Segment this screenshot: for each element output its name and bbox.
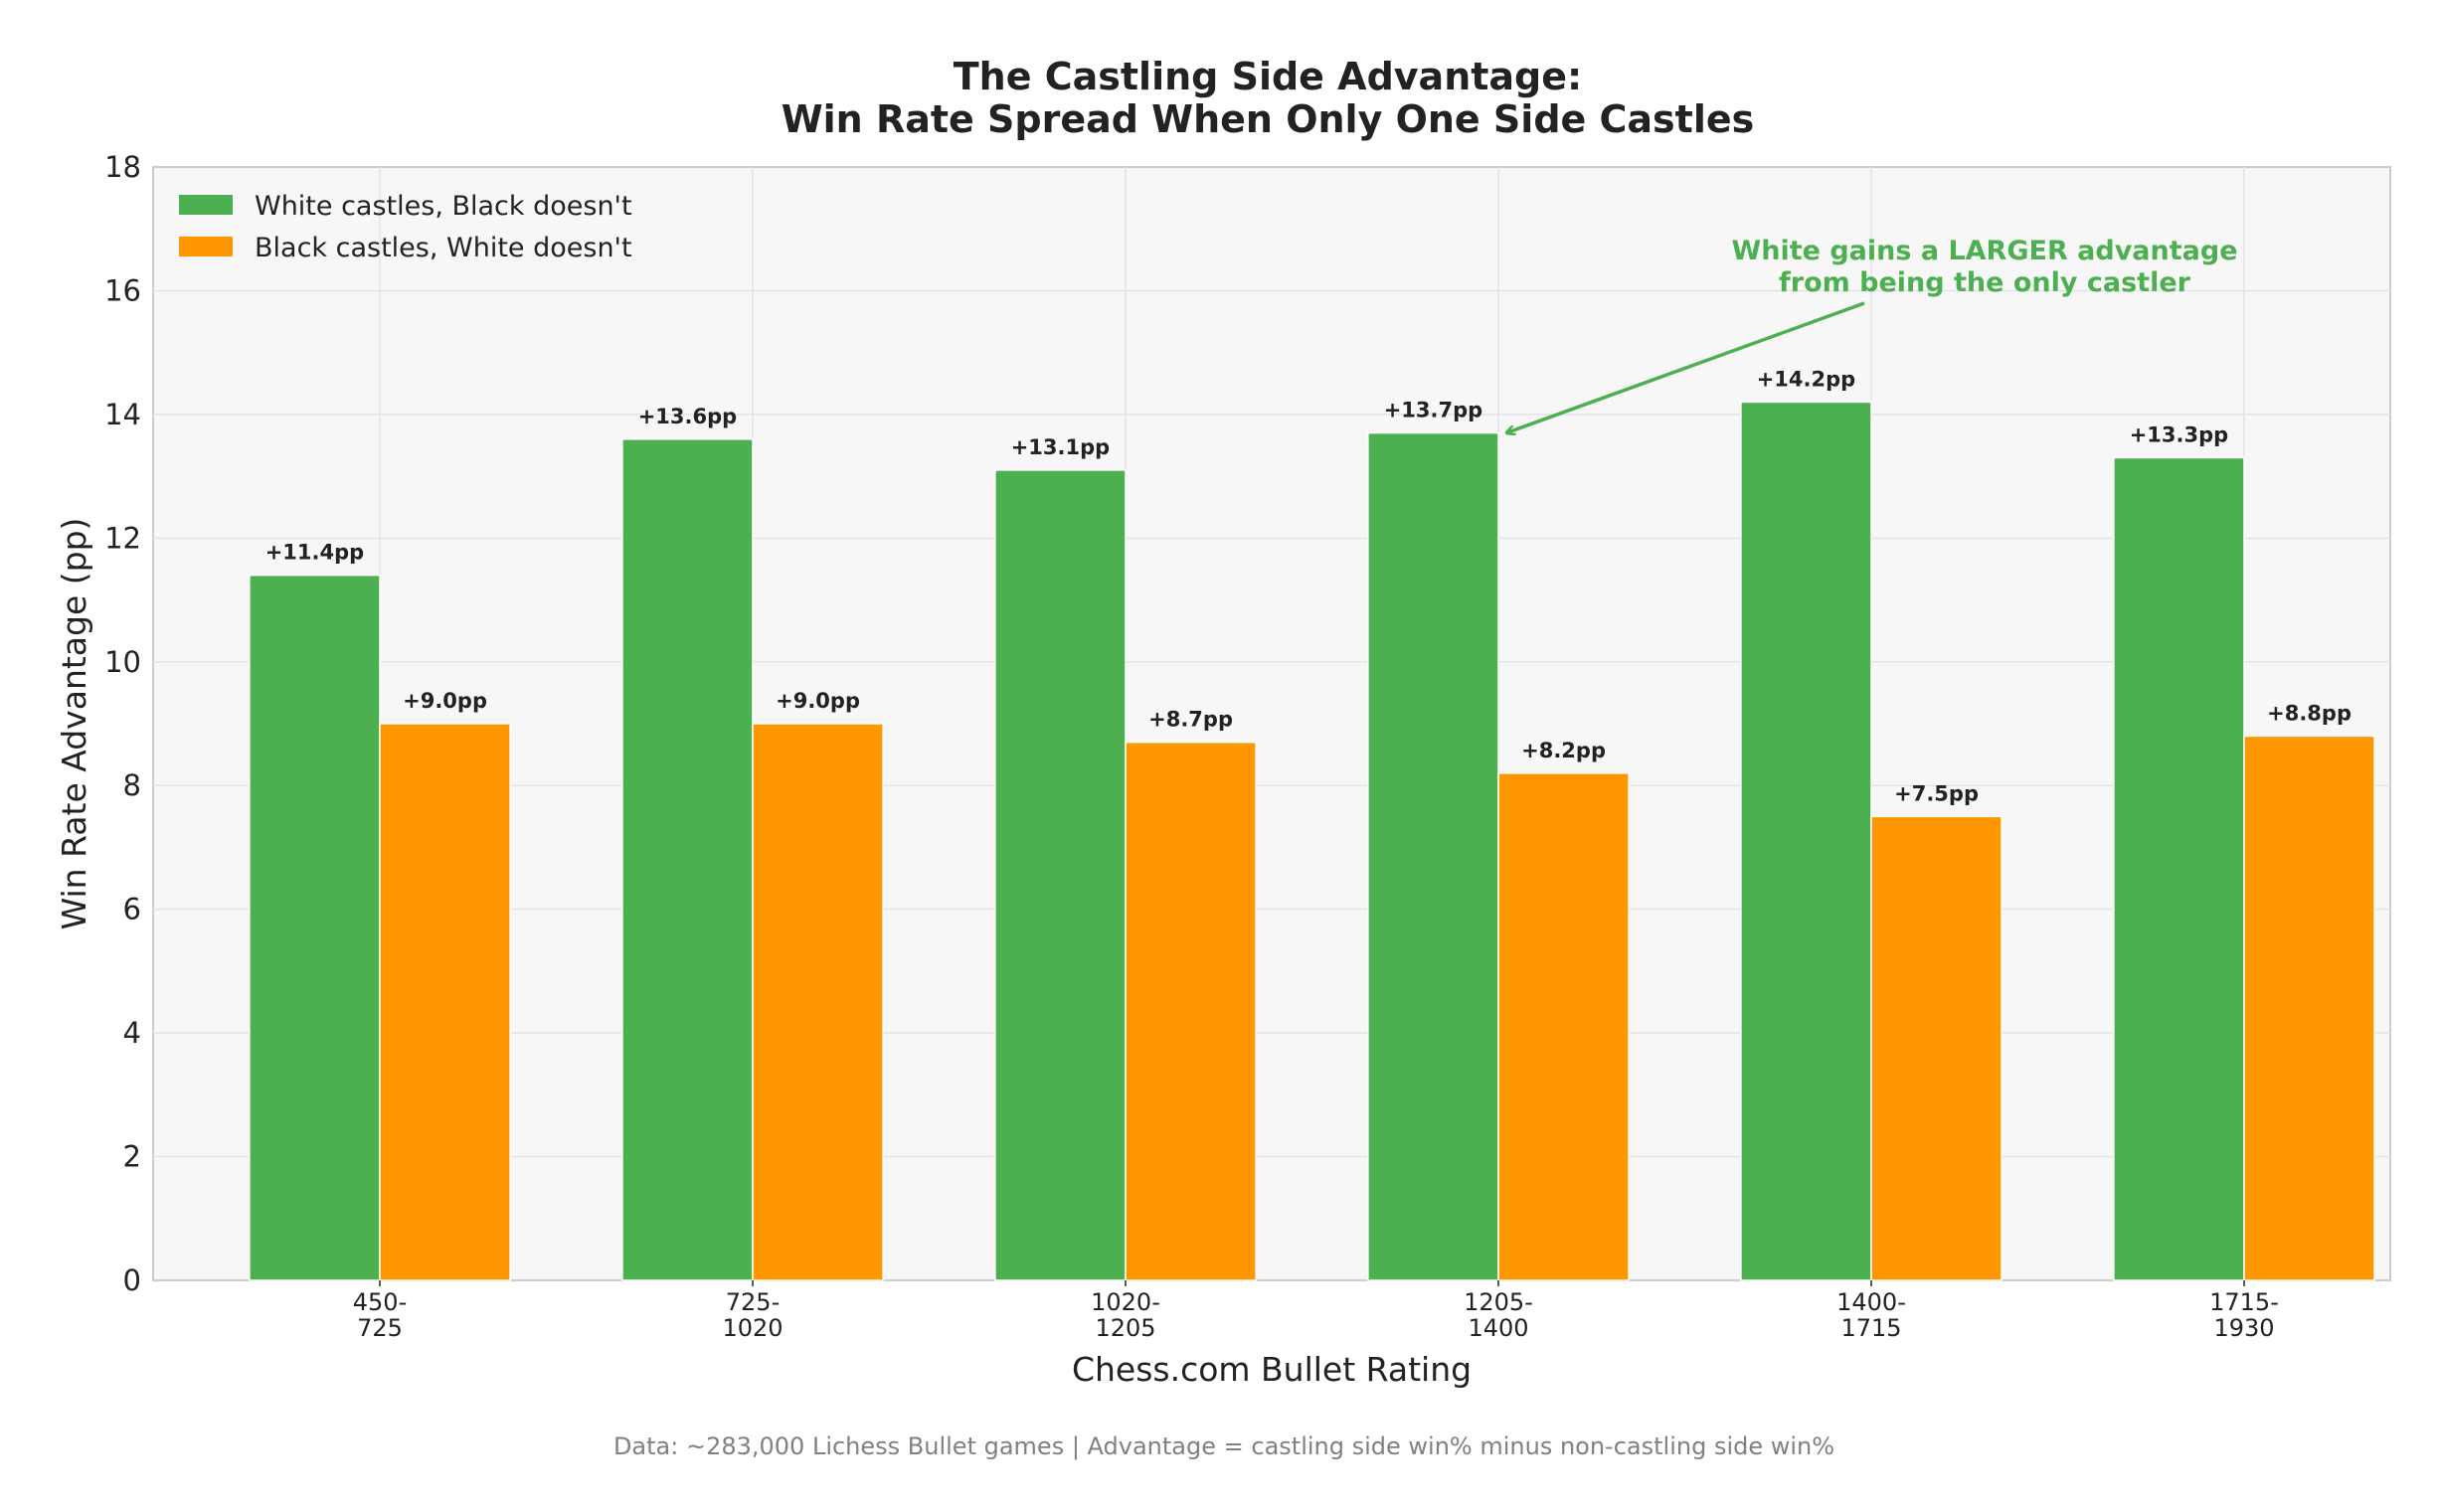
legend-swatch-white-castles xyxy=(179,195,233,215)
bars xyxy=(249,401,2375,1281)
legend: White castles, Black doesn't Black castl… xyxy=(179,191,632,263)
x-tick-label: 1400- xyxy=(1836,1288,1906,1316)
x-tick-label: 1020- xyxy=(1091,1288,1160,1316)
annotation-line-2: from being the only castler xyxy=(1779,267,2191,298)
bar-white-castles xyxy=(994,469,1127,1281)
y-tick-label: 2 xyxy=(123,1140,141,1174)
y-tick-label: 16 xyxy=(104,273,141,307)
bar-white-castles xyxy=(2113,456,2245,1281)
y-tick-label: 12 xyxy=(104,521,141,555)
bar-black-castles xyxy=(1125,741,1257,1281)
bar-white-castles xyxy=(621,438,754,1281)
legend-label-black-castles: Black castles, White doesn't xyxy=(255,233,632,263)
x-tick-label: 450- xyxy=(353,1288,407,1316)
legend-label-white-castles: White castles, Black doesn't xyxy=(255,191,632,222)
y-axis-ticks: 0 2 4 6 8 10 12 14 16 18 xyxy=(104,150,141,1297)
y-tick-label: 10 xyxy=(104,645,141,679)
bar-value-label: +8.2pp xyxy=(1521,739,1606,762)
bar-value-label: +7.5pp xyxy=(1894,781,1979,805)
bar-value-label: +13.6pp xyxy=(638,405,737,428)
x-tick-label: 725 xyxy=(357,1314,403,1342)
bar-value-label: +9.0pp xyxy=(776,689,860,713)
x-tick-label: 1715- xyxy=(2209,1288,2279,1316)
y-tick-label: 18 xyxy=(104,150,141,184)
y-axis-label: Win Rate Advantage (pp) xyxy=(55,518,93,930)
bar-white-castles xyxy=(1740,401,1872,1281)
bar-white-castles xyxy=(1367,431,1499,1281)
bar-black-castles xyxy=(1870,815,2002,1281)
x-tick-label: 725- xyxy=(726,1288,780,1316)
x-tick-label: 1930 xyxy=(2213,1314,2274,1342)
bar-value-label: +13.1pp xyxy=(1011,435,1110,459)
bar-value-label: +13.7pp xyxy=(1384,399,1482,422)
footer-note: Data: ~283,000 Lichess Bullet games | Ad… xyxy=(613,1432,1834,1460)
x-axis-ticks: 450-725725-10201020-12051205-14001400-17… xyxy=(353,1280,2279,1342)
chart-title-line-1: The Castling Side Advantage: xyxy=(954,55,1582,98)
x-tick-label: 1205 xyxy=(1095,1314,1155,1342)
x-tick-label: 1400 xyxy=(1468,1314,1528,1342)
bar-value-label: +14.2pp xyxy=(1757,367,1855,391)
bar-black-castles xyxy=(1497,772,1630,1281)
bar-black-castles xyxy=(379,723,511,1281)
x-tick-label: 1715 xyxy=(1840,1314,1901,1342)
y-tick-label: 14 xyxy=(104,398,141,431)
data-labels: +11.4pp +13.6pp +13.1pp +13.7pp +14.2pp +13.3… xyxy=(265,367,2351,805)
bar-value-label: +8.8pp xyxy=(2267,701,2351,725)
bar-black-castles xyxy=(2243,735,2375,1281)
annotation-line-1: White gains a LARGER advantage xyxy=(1731,236,2237,266)
legend-swatch-black-castles xyxy=(179,237,233,256)
x-tick-label: 1020 xyxy=(722,1314,783,1342)
annotation: White gains a LARGER advantage from bein… xyxy=(1506,236,2238,433)
y-tick-label: 0 xyxy=(123,1263,141,1297)
bar-value-label: +9.0pp xyxy=(403,689,487,713)
bar-black-castles xyxy=(752,723,884,1281)
y-tick-label: 4 xyxy=(123,1016,141,1050)
bar-value-label: +8.7pp xyxy=(1148,708,1233,732)
bar-value-label: +11.4pp xyxy=(265,541,364,565)
y-tick-label: 8 xyxy=(123,768,141,802)
chart-title-line-2: Win Rate Spread When Only One Side Castl… xyxy=(782,97,1755,141)
x-tick-label: 1205- xyxy=(1464,1288,1533,1316)
bar-value-label: +13.3pp xyxy=(2130,422,2228,446)
bar-white-castles xyxy=(249,574,381,1281)
y-tick-label: 6 xyxy=(123,893,141,926)
plot-area xyxy=(152,166,2391,1281)
annotation-arrow xyxy=(1506,301,1865,433)
x-axis-label: Chess.com Bullet Rating xyxy=(1072,1350,1472,1389)
